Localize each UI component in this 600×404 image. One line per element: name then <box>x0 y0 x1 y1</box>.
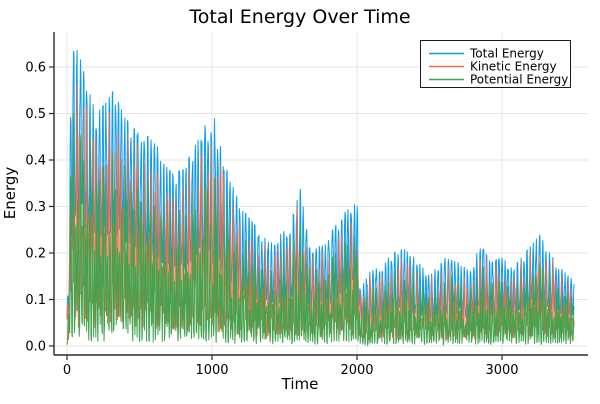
x-tick-label: 1000 <box>195 363 228 378</box>
series-lines <box>66 49 575 347</box>
y-tick-label: 0.4 <box>25 154 46 169</box>
legend-label: Kinetic Energy <box>470 60 557 74</box>
y-tick-label: 0.0 <box>25 340 46 355</box>
potential-energy-line <box>66 113 575 347</box>
axes <box>49 32 588 360</box>
x-axis-label: Time <box>281 375 319 393</box>
legend-label: Potential Energy <box>470 73 568 87</box>
x-tick-label: 3000 <box>485 363 518 378</box>
y-axis-label: Energy <box>1 167 19 220</box>
x-tick-label: 2000 <box>340 363 373 378</box>
y-tick-label: 0.1 <box>25 293 46 308</box>
y-tick-label: 0.2 <box>25 247 46 262</box>
tick-labels: 0 1000 2000 3000 0.0 0.1 0.2 0.3 0.4 0.5 0.6 <box>25 61 518 379</box>
y-tick-label: 0.6 <box>25 61 46 76</box>
legend-label: Total Energy <box>469 47 544 61</box>
y-tick-label: 0.5 <box>25 107 46 122</box>
x-tick-label: 0 <box>63 363 71 378</box>
chart-title: Total Energy Over Time <box>188 6 410 28</box>
y-tick-label: 0.3 <box>25 200 46 215</box>
